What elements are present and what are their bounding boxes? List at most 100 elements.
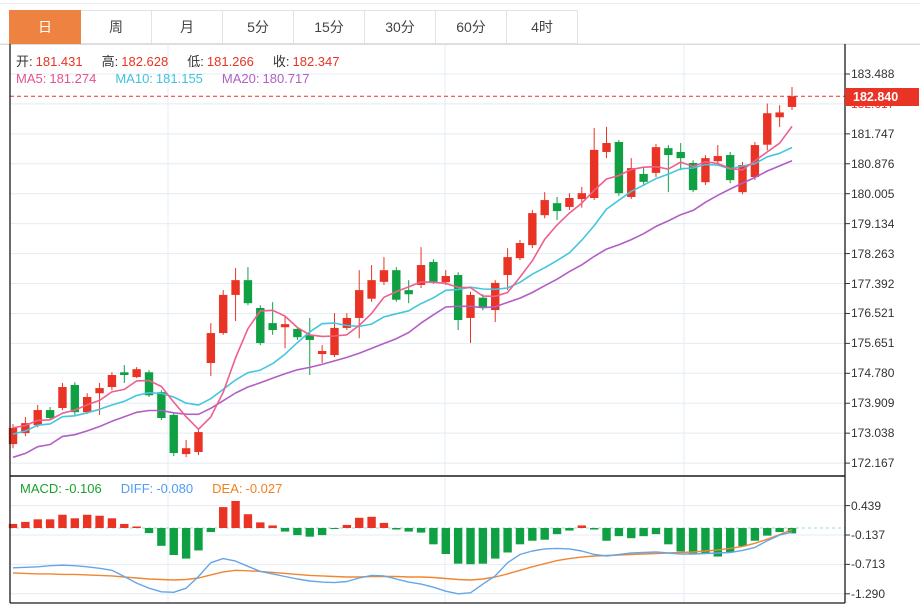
macd-bar — [82, 514, 92, 528]
macd-bar — [589, 528, 599, 530]
macd-bar — [651, 528, 661, 535]
price-axis-label: 174.780 — [851, 366, 895, 381]
legend-item: MA20: 180.717 — [222, 71, 313, 86]
macd-bar — [8, 523, 18, 528]
macd-bar — [392, 528, 401, 530]
macd-bar — [95, 515, 104, 528]
legend-label: 高: — [101, 54, 119, 69]
macd-bar — [404, 528, 413, 532]
candle-body — [664, 148, 673, 156]
candle-body — [725, 155, 735, 181]
candle-body — [280, 324, 290, 328]
macd-legend: MACD: -0.106 DIFF: -0.080 DEA: -0.027 — [20, 481, 301, 496]
ma-legend: MA5: 181.274 MA10: 181.155 MA20: 180.717 — [16, 71, 329, 86]
legend-value: -0.080 — [156, 481, 194, 496]
candle-body — [70, 384, 80, 413]
candle-body — [194, 432, 203, 453]
candle-body — [330, 327, 339, 356]
candle-body — [503, 257, 512, 275]
candle-body — [392, 270, 401, 300]
ma10-line — [12, 146, 793, 435]
candle-body — [614, 141, 624, 194]
candle-body — [132, 369, 141, 378]
candle-body — [565, 198, 574, 207]
candle-body — [58, 387, 67, 409]
macd-bar — [688, 528, 698, 555]
candle-body — [787, 96, 797, 107]
tab-日[interactable]: 日 — [9, 10, 81, 44]
candle-body — [144, 372, 154, 396]
tab-30分[interactable]: 30分 — [364, 10, 436, 44]
candle-body — [676, 151, 685, 159]
legend-item: MA10: 181.155 — [115, 71, 206, 86]
macd-bar — [738, 528, 747, 547]
candle-body — [268, 323, 277, 330]
legend-item: DEA: -0.027 — [212, 481, 285, 496]
candle-body — [256, 307, 265, 344]
macd-bar — [157, 528, 166, 546]
macd-bar — [280, 528, 290, 532]
price-axis-label: 172.167 — [851, 456, 895, 471]
legend-value: 181.266 — [206, 54, 254, 69]
macd-bar — [256, 522, 265, 528]
macd-bar — [206, 528, 216, 533]
candle-body — [453, 274, 463, 321]
price-axis-label: 178.263 — [851, 246, 895, 261]
macd-bar — [713, 528, 723, 557]
tab-月[interactable]: 月 — [151, 10, 223, 44]
candle-body — [206, 333, 216, 363]
tab-15分[interactable]: 15分 — [293, 10, 365, 44]
macd-bar — [181, 528, 191, 559]
candle-body — [157, 392, 166, 418]
legend-item: MACD: -0.106 — [20, 481, 105, 496]
legend-label: MA20: — [221, 71, 260, 86]
candle-body — [478, 297, 488, 308]
price-axis-label: 183.488 — [851, 67, 895, 81]
macd-bar — [453, 528, 463, 564]
macd-bar — [317, 528, 327, 536]
macd-bar — [614, 528, 624, 537]
macd-axis-label: -1.290 — [851, 586, 886, 601]
macd-bar — [132, 526, 141, 528]
macd-bar — [491, 528, 500, 559]
candle-body — [441, 276, 450, 283]
legend-label: MA10: — [115, 71, 153, 86]
tab-60分[interactable]: 60分 — [435, 10, 507, 44]
legend-item: 低: 181.266 — [187, 54, 257, 69]
macd-bar — [750, 528, 760, 541]
candle-body — [416, 265, 426, 285]
tab-4时[interactable]: 4时 — [506, 10, 578, 44]
macd-bar — [120, 523, 129, 528]
candle-body — [713, 156, 723, 162]
legend-label: MACD: — [20, 481, 62, 496]
macd-bar — [144, 528, 154, 534]
candle-body — [169, 414, 178, 454]
macd-bar — [107, 518, 117, 528]
candle-body — [120, 372, 129, 376]
legend-value: -0.027 — [245, 481, 283, 496]
legend-label: 收: — [272, 54, 290, 69]
macd-axis-label: -0.137 — [851, 527, 886, 542]
macd-bar — [194, 528, 203, 551]
macd-bar — [528, 528, 537, 541]
macd-bar — [305, 528, 314, 537]
macd-bar — [577, 525, 586, 528]
macd-bar — [367, 516, 376, 528]
candle-body — [95, 388, 104, 394]
macd-bar — [441, 528, 450, 555]
dea-line — [12, 528, 793, 581]
candle-body — [577, 193, 586, 200]
candle-body — [701, 158, 710, 183]
candle-body — [589, 149, 599, 199]
candle-body — [107, 375, 117, 388]
macd-bar — [552, 528, 562, 535]
macd-bar — [379, 522, 389, 528]
macd-bar — [515, 528, 525, 545]
legend-label: 开: — [16, 54, 33, 69]
ma20-line — [12, 160, 793, 459]
current-price-label: 182.840 — [845, 88, 919, 106]
macd-bar — [45, 519, 55, 528]
macd-bar — [429, 528, 438, 545]
